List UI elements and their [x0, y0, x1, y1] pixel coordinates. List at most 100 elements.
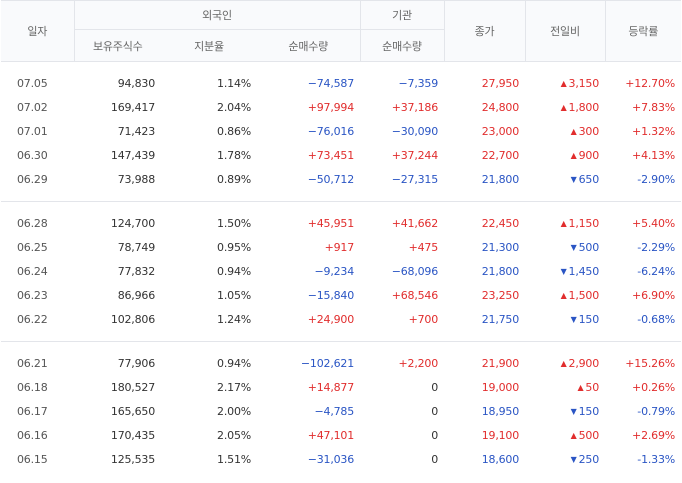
investor-trading-table: 일자 외국인 기관 종가 전일비 등락률 보유주식수 지분율 순매수량 순매수량…: [1, 0, 682, 472]
cell-ratio: 0.86%: [217, 124, 251, 138]
group-spacer: [1, 201, 682, 211]
header-rate: 등락률: [604, 0, 682, 62]
cell-change: ▼ 1,450: [525, 259, 605, 283]
cell-change: ▲ 1,150: [525, 211, 605, 235]
cell-holdings: 125,535: [110, 452, 155, 466]
cell-holdings: 78,749: [117, 240, 155, 254]
cell-institution-net-buy: 0: [431, 380, 439, 394]
cell-institution-net-buy: +68,546: [391, 288, 439, 302]
cell-date: 06.16: [17, 428, 48, 442]
cell-rate: -2.29%: [637, 240, 676, 254]
cell-rate: -1.33%: [637, 452, 676, 466]
cell-foreign-net-buy: −31,036: [307, 452, 355, 466]
cell-close: 22,450: [481, 216, 520, 230]
cell-close: 19,000: [481, 380, 520, 394]
cell-institution-net-buy: −68,096: [391, 264, 439, 278]
cell-change: ▼ 150: [525, 307, 605, 331]
cell-rate: +4.13%: [632, 148, 676, 162]
cell-ratio: 1.14%: [217, 76, 251, 90]
cell-foreign-net-buy: +47,101: [307, 428, 355, 442]
triangle-down-icon: ▼: [570, 406, 577, 416]
table-row: 06.29 73,988 0.89% −50,712 −27,315 21,800 ▼ 650…: [1, 167, 681, 191]
cell-change: ▲ 300: [525, 119, 605, 143]
table-row: 06.23 86,966 1.05% −15,840 +68,546 23,250 ▲ 1,5…: [1, 283, 681, 307]
cell-close: 22,700: [481, 148, 520, 162]
cell-close: 27,950: [481, 76, 520, 90]
change-value: 500: [578, 428, 600, 442]
table-row: 06.17 165,650 2.00% −4,785 0 18,950 ▼ 150 -0.79%: [1, 399, 681, 423]
cell-date: 06.25: [17, 240, 48, 254]
triangle-up-icon: ▲: [560, 102, 567, 112]
header-close: 종가: [443, 0, 526, 62]
cell-rate: +12.70%: [625, 76, 676, 90]
table-row: 06.18 180,527 2.17% +14,877 0 19,000 ▲ 50 +0.26%: [1, 375, 681, 399]
change-value: 900: [578, 148, 600, 162]
triangle-up-icon: ▲: [570, 430, 577, 440]
cell-close: 21,750: [481, 312, 520, 326]
cell-foreign-net-buy: +97,994: [307, 100, 355, 114]
triangle-up-icon: ▲: [560, 218, 567, 228]
cell-institution-net-buy: −30,090: [391, 124, 439, 138]
header-change: 전일비: [524, 0, 606, 62]
cell-close: 18,600: [481, 452, 520, 466]
change-value: 650: [578, 172, 600, 186]
triangle-up-icon: ▲: [570, 126, 577, 136]
cell-foreign-net-buy: +45,951: [307, 216, 355, 230]
triangle-down-icon: ▼: [570, 454, 577, 464]
table-row: 06.25 78,749 0.95% +917 +475 21,300 ▼ 500 -2.29%: [1, 235, 681, 259]
header-holdings: 보유주식수: [73, 29, 161, 62]
triangle-down-icon: ▼: [570, 242, 577, 252]
cell-rate: -0.68%: [637, 312, 676, 326]
cell-foreign-net-buy: −4,785: [314, 404, 355, 418]
change-value: 150: [578, 312, 600, 326]
cell-foreign-net-buy: +917: [324, 240, 355, 254]
cell-change: ▲ 50: [525, 375, 605, 399]
change-value: 1,450: [568, 264, 600, 278]
change-value: 500: [578, 240, 600, 254]
cell-holdings: 147,439: [110, 148, 155, 162]
cell-holdings: 86,966: [117, 288, 155, 302]
change-value: 2,900: [568, 356, 600, 370]
cell-holdings: 71,423: [117, 124, 155, 138]
cell-holdings: 94,830: [117, 76, 155, 90]
header-institution-net-buy: 순매수량: [359, 29, 445, 62]
table-row: 06.16 170,435 2.05% +47,101 0 19,100 ▲ 500 +2.69…: [1, 423, 681, 447]
cell-ratio: 0.95%: [217, 240, 251, 254]
change-value: 3,150: [568, 76, 600, 90]
cell-institution-net-buy: 0: [431, 428, 439, 442]
change-value: 300: [578, 124, 600, 138]
table-row: 07.05 94,830 1.14% −74,587 −7,359 27,950 ▲ 3,15…: [1, 71, 681, 95]
cell-foreign-net-buy: −74,587: [307, 76, 355, 90]
cell-rate: -0.79%: [637, 404, 676, 418]
cell-change: ▲ 900: [525, 143, 605, 167]
triangle-up-icon: ▲: [560, 78, 567, 88]
cell-institution-net-buy: +2,200: [398, 356, 439, 370]
cell-foreign-net-buy: −9,234: [314, 264, 355, 278]
group-gap: [1, 331, 681, 342]
cell-institution-net-buy: 0: [431, 404, 439, 418]
table-row: 06.22 102,806 1.24% +24,900 +700 21,750 ▼ 150 -0…: [1, 307, 681, 331]
triangle-down-icon: ▼: [560, 266, 567, 276]
cell-holdings: 180,527: [110, 380, 155, 394]
cell-date: 06.22: [17, 312, 48, 326]
cell-rate: +5.40%: [632, 216, 676, 230]
triangle-up-icon: ▲: [570, 150, 577, 160]
triangle-up-icon: ▲: [560, 358, 567, 368]
cell-institution-net-buy: +41,662: [391, 216, 439, 230]
header-foreign: 외국인: [73, 0, 361, 30]
cell-close: 21,300: [481, 240, 520, 254]
table-body: 07.05 94,830 1.14% −74,587 −7,359 27,950 ▲ 3,15…: [1, 61, 682, 472]
cell-ratio: 2.04%: [217, 100, 251, 114]
cell-ratio: 0.89%: [217, 172, 251, 186]
cell-foreign-net-buy: −50,712: [307, 172, 355, 186]
cell-change: ▲ 500: [525, 423, 605, 447]
cell-close: 23,000: [481, 124, 520, 138]
change-value: 1,800: [568, 100, 600, 114]
triangle-down-icon: ▼: [570, 174, 577, 184]
triangle-down-icon: ▼: [570, 314, 577, 324]
cell-rate: +0.26%: [632, 380, 676, 394]
cell-ratio: 2.05%: [217, 428, 251, 442]
cell-date: 07.02: [17, 100, 48, 114]
cell-rate: +6.90%: [632, 288, 676, 302]
cell-foreign-net-buy: −102,621: [300, 356, 355, 370]
